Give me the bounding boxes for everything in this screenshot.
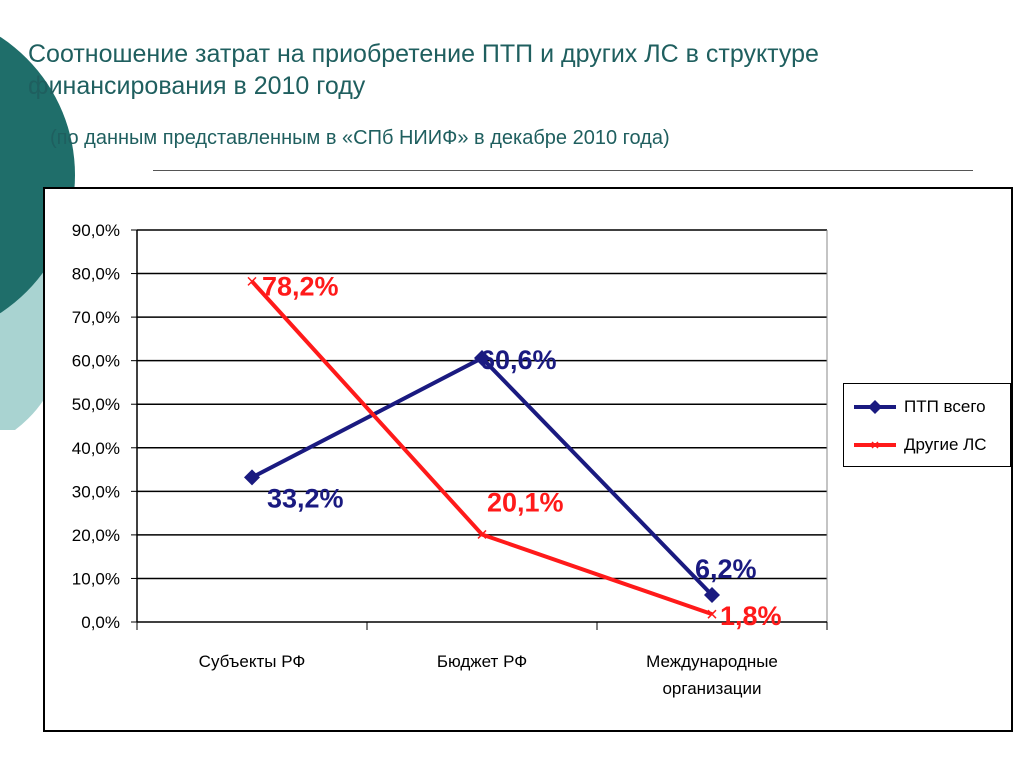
series-line-ptp bbox=[251, 356, 714, 597]
data-label-other: 1,8% bbox=[720, 601, 782, 631]
legend-swatch-other bbox=[854, 441, 896, 449]
data-point-ptp bbox=[244, 469, 260, 486]
chart-legend: ПТП всего Другие ЛС bbox=[843, 383, 1011, 467]
data-label-other: 20,1% bbox=[487, 487, 564, 517]
y-tick-label: 90,0% bbox=[72, 221, 120, 240]
page-subtitle: (по данным представленным в «СПб НИИФ» в… bbox=[50, 127, 670, 149]
legend-label-ptp: ПТП всего bbox=[904, 397, 986, 416]
legend-swatch-ptp bbox=[854, 400, 896, 414]
y-tick-label: 30,0% bbox=[72, 482, 120, 501]
y-tick-label: 80,0% bbox=[72, 265, 120, 284]
data-point-other bbox=[477, 529, 487, 539]
data-label-ptp: 33,2% bbox=[267, 483, 344, 513]
page-title: Соотношение затрат на приобретение ПТП и… bbox=[28, 40, 819, 100]
y-tick-label: 0,0% bbox=[81, 613, 120, 632]
y-tick-label: 70,0% bbox=[72, 308, 120, 327]
legend-item-ptp: ПТП всего bbox=[852, 394, 986, 420]
x-tick-label: организации bbox=[662, 679, 761, 698]
data-point-other bbox=[707, 609, 717, 619]
data-label-ptp: 60,6% bbox=[480, 345, 557, 375]
x-tick-label: Субъекты РФ bbox=[199, 652, 306, 671]
data-point-ptp bbox=[704, 586, 720, 603]
legend-label-other: Другие ЛС bbox=[904, 435, 987, 454]
data-point-other bbox=[247, 276, 257, 286]
data-point-ptp bbox=[474, 350, 490, 367]
x-tick-label: Международные bbox=[646, 652, 778, 671]
data-label-ptp: 6,2% bbox=[695, 554, 757, 584]
y-tick-label: 10,0% bbox=[72, 569, 120, 588]
y-tick-label: 40,0% bbox=[72, 439, 120, 458]
x-tick-label: Бюджет РФ bbox=[437, 652, 527, 671]
y-tick-label: 60,0% bbox=[72, 352, 120, 371]
data-label-other: 78,2% bbox=[262, 271, 339, 301]
title-divider bbox=[153, 170, 973, 171]
legend-item-other: Другие ЛС bbox=[852, 432, 987, 458]
y-tick-label: 20,0% bbox=[72, 526, 120, 545]
y-tick-label: 50,0% bbox=[72, 395, 120, 414]
